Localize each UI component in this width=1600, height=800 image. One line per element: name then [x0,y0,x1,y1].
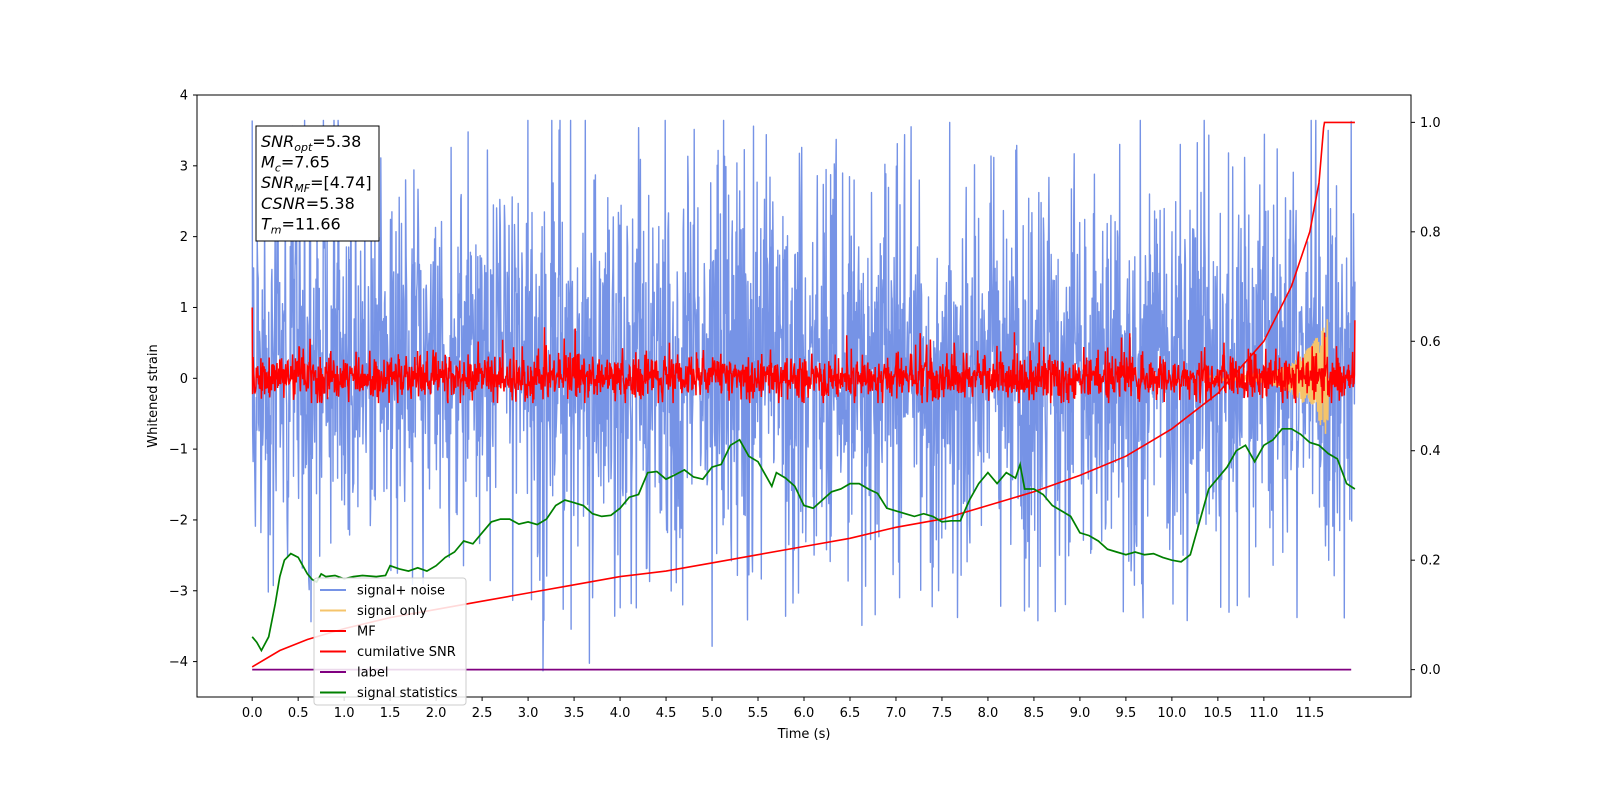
x-tick-label: 11.5 [1295,706,1324,721]
x-tick-label: 10.5 [1203,706,1232,721]
annotation-line: Mc=7.65 [261,153,330,175]
y2-tick-label: 0.6 [1420,335,1441,350]
legend-entry: signal only [357,604,427,619]
y2-tick-label: 1.0 [1420,116,1441,131]
legend-entry: signal statistics [357,686,458,701]
annotation-line: SNRMF=[4.74] [261,173,372,195]
y-tick-label: 4 [180,89,188,104]
annotation-line: Tm=11.66 [261,214,341,236]
legend-entry: MF [357,625,376,640]
x-tick-label: 0.5 [288,706,309,721]
legend-frame [313,577,467,706]
y2-tick-label: 0.4 [1420,444,1441,459]
x-tick-label: 8.0 [978,706,999,721]
x-tick-label: 3.5 [564,706,585,721]
annotation-line: CSNR=5.38 [261,194,355,213]
series-signal-statistics [251,427,1356,653]
y-tick-label: 1 [180,301,188,316]
x-tick-label: 11.0 [1249,706,1278,721]
annotation-box: SNRopt=5.38Mc=7.65SNRMF=[4.74]CSNR=5.38T… [255,125,380,242]
series-signal-noise [251,119,1356,672]
y-axis-label: Whitened strain [146,344,161,447]
x-tick-label: 0.0 [242,706,263,721]
x-tick-label: 7.0 [886,706,907,721]
x-tick-label: 5.0 [702,706,723,721]
y2-tick-label: 0.0 [1420,663,1441,678]
x-tick-label: 9.5 [1116,706,1137,721]
y-tick-label: −2 [169,513,188,528]
x-tick-label: 10.0 [1157,706,1186,721]
x-tick-label: 3.0 [518,706,539,721]
x-tick-label: 9.0 [1070,706,1091,721]
x-tick-label: 6.0 [794,706,815,721]
annotation-frame [255,125,380,242]
y-tick-label: −4 [169,655,188,670]
series-mf [251,307,1356,404]
legend-entry: label [357,666,388,681]
legend-entry: cumilative SNR [357,645,456,660]
legend-entry: signal+ noise [357,584,445,599]
legend: signal+ noise signal only MF cumilative SNR… [313,577,467,706]
x-tick-label: 1.0 [334,706,355,721]
x-tick-label: 2.5 [472,706,493,721]
y-tick-label: −3 [169,584,188,599]
x-tick-label: 1.5 [380,706,401,721]
x-tick-label: 4.5 [656,706,677,721]
y-tick-label: 3 [180,159,188,174]
x-tick-label: 7.5 [932,706,953,721]
x-axis-label: Time (s) [777,727,831,742]
x-tick-label: 6.5 [840,706,861,721]
y-tick-label: 2 [180,230,188,245]
y2-tick-label: 0.2 [1420,554,1441,569]
x-tick-label: 2.0 [426,706,447,721]
y2-tick-label: 0.8 [1420,225,1441,240]
y-tick-label: −1 [169,443,188,458]
x-tick-label: 5.5 [748,706,769,721]
y-tick-label: 0 [180,372,188,387]
x-tick-label: 8.5 [1024,706,1045,721]
annotation-line: SNRopt=5.38 [261,132,361,154]
axes-layer: 0.0 0.5 1.0 1.5 2.0 2.5 3.0 3.5 4.0 4.5 5.0 5.5 6.0 6… [169,89,1441,722]
x-tick-label: 4.0 [610,706,631,721]
